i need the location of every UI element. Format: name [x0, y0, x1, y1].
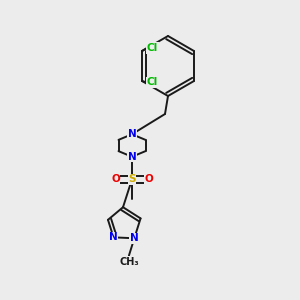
- Text: Cl: Cl: [147, 77, 158, 88]
- Text: N: N: [109, 232, 118, 242]
- Text: CH₃: CH₃: [119, 257, 139, 267]
- Text: S: S: [128, 174, 136, 184]
- Text: N: N: [130, 233, 139, 243]
- Text: N: N: [128, 152, 136, 162]
- Text: Cl: Cl: [147, 43, 158, 53]
- Text: O: O: [111, 174, 120, 184]
- Text: N: N: [128, 129, 136, 139]
- Text: O: O: [144, 174, 153, 184]
